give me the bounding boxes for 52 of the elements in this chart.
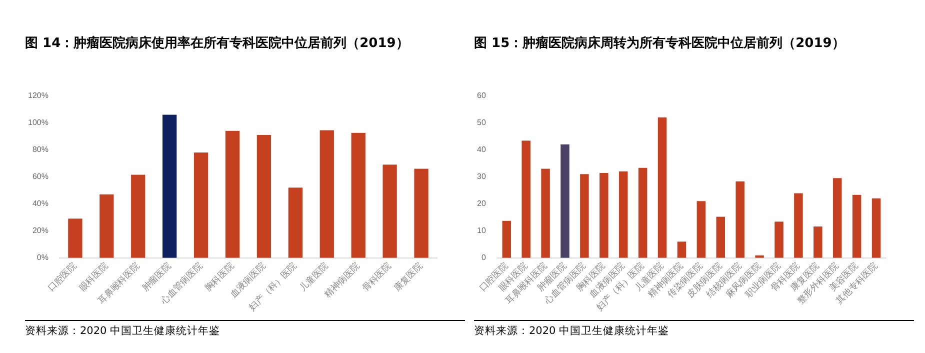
bar — [414, 168, 428, 258]
y-tick-label: 60 — [476, 91, 486, 100]
bar — [600, 173, 608, 258]
y-tick-label: 40% — [32, 199, 48, 208]
bar — [194, 152, 208, 258]
bar — [618, 171, 628, 258]
bar — [677, 242, 686, 258]
y-tick-label: 50 — [476, 118, 486, 128]
bar — [320, 130, 334, 258]
bar — [256, 134, 272, 258]
bar — [541, 168, 550, 258]
x-tick-label: 骨科医院 — [360, 260, 394, 294]
y-tick-label: 80% — [32, 145, 48, 154]
y-tick-label: 20 — [476, 199, 486, 208]
bar — [351, 132, 366, 258]
bar — [580, 174, 589, 258]
y-tick-label: 20% — [32, 226, 48, 236]
bar — [502, 220, 512, 258]
bar — [162, 114, 177, 258]
x-tick-label: 康复医院 — [392, 260, 426, 294]
y-tick-label: 60% — [32, 172, 48, 182]
text: 资料来源：2020 中国卫生健康统计年鉴 — [474, 324, 670, 338]
bar — [382, 164, 397, 258]
y-tick-label: 0 — [481, 253, 486, 262]
bar — [794, 193, 803, 258]
bar — [522, 140, 530, 258]
bar — [696, 201, 706, 258]
bar — [852, 194, 862, 258]
y-tick-label: 100% — [28, 118, 48, 128]
bar — [658, 117, 667, 258]
bar — [736, 181, 744, 258]
bar — [638, 168, 648, 258]
bar — [560, 144, 570, 258]
bar — [100, 194, 114, 258]
y-tick-label: 40 — [476, 145, 486, 154]
y-tick-label: 0% — [36, 253, 48, 262]
bar — [225, 130, 240, 258]
y-tick-label: 120% — [28, 91, 48, 100]
bar — [288, 188, 302, 258]
bar — [774, 222, 784, 258]
chart-title: 图 14：肿瘤医院病床使用率在所有专科医院中位居前列（2019） — [25, 34, 409, 52]
x-tick-label: 口腔医院 — [46, 260, 79, 294]
y-tick-label: 30 — [476, 172, 486, 182]
bar — [716, 216, 726, 258]
chart-title: 图 15：肿瘤医院病床周转为所有专科医院中位居前列（2019） — [474, 34, 845, 52]
bar — [68, 218, 82, 258]
bar — [814, 226, 822, 258]
bar — [872, 198, 881, 258]
text: 资料来源：2020 中国卫生健康统计年鉴 — [25, 324, 220, 338]
bar — [131, 174, 146, 258]
bar — [832, 178, 842, 258]
y-tick-label: 10 — [476, 226, 486, 236]
